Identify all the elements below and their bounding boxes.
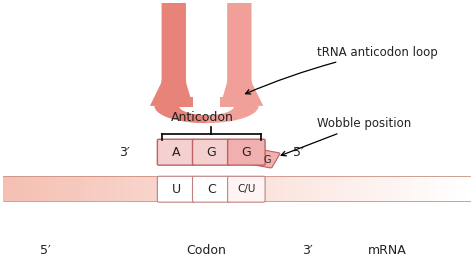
Text: U: U bbox=[172, 183, 181, 196]
FancyBboxPatch shape bbox=[252, 150, 280, 168]
Text: A: A bbox=[172, 146, 180, 159]
FancyBboxPatch shape bbox=[228, 176, 265, 202]
FancyBboxPatch shape bbox=[228, 139, 265, 165]
FancyBboxPatch shape bbox=[157, 176, 195, 202]
Text: G: G bbox=[206, 146, 216, 159]
FancyBboxPatch shape bbox=[157, 139, 195, 165]
Text: Codon: Codon bbox=[187, 244, 227, 256]
Text: 5′: 5′ bbox=[293, 146, 304, 159]
Text: 3′: 3′ bbox=[118, 146, 129, 159]
FancyBboxPatch shape bbox=[192, 139, 230, 165]
Text: G: G bbox=[241, 146, 251, 159]
Text: mRNA: mRNA bbox=[367, 244, 406, 256]
FancyBboxPatch shape bbox=[192, 176, 230, 202]
Text: Anticodon: Anticodon bbox=[171, 112, 233, 124]
Polygon shape bbox=[155, 106, 258, 123]
Text: C/U: C/U bbox=[237, 184, 255, 194]
Polygon shape bbox=[155, 106, 207, 123]
Text: 3′: 3′ bbox=[302, 244, 313, 256]
Text: G: G bbox=[264, 155, 271, 165]
Bar bbox=[157, 97, 193, 107]
Text: 5′: 5′ bbox=[39, 244, 50, 256]
Text: C: C bbox=[207, 183, 216, 196]
Polygon shape bbox=[220, 0, 263, 106]
Polygon shape bbox=[150, 0, 193, 106]
Text: tRNA anticodon loop: tRNA anticodon loop bbox=[246, 46, 438, 94]
Bar bbox=[220, 97, 256, 107]
Text: Wobble position: Wobble position bbox=[281, 117, 411, 156]
